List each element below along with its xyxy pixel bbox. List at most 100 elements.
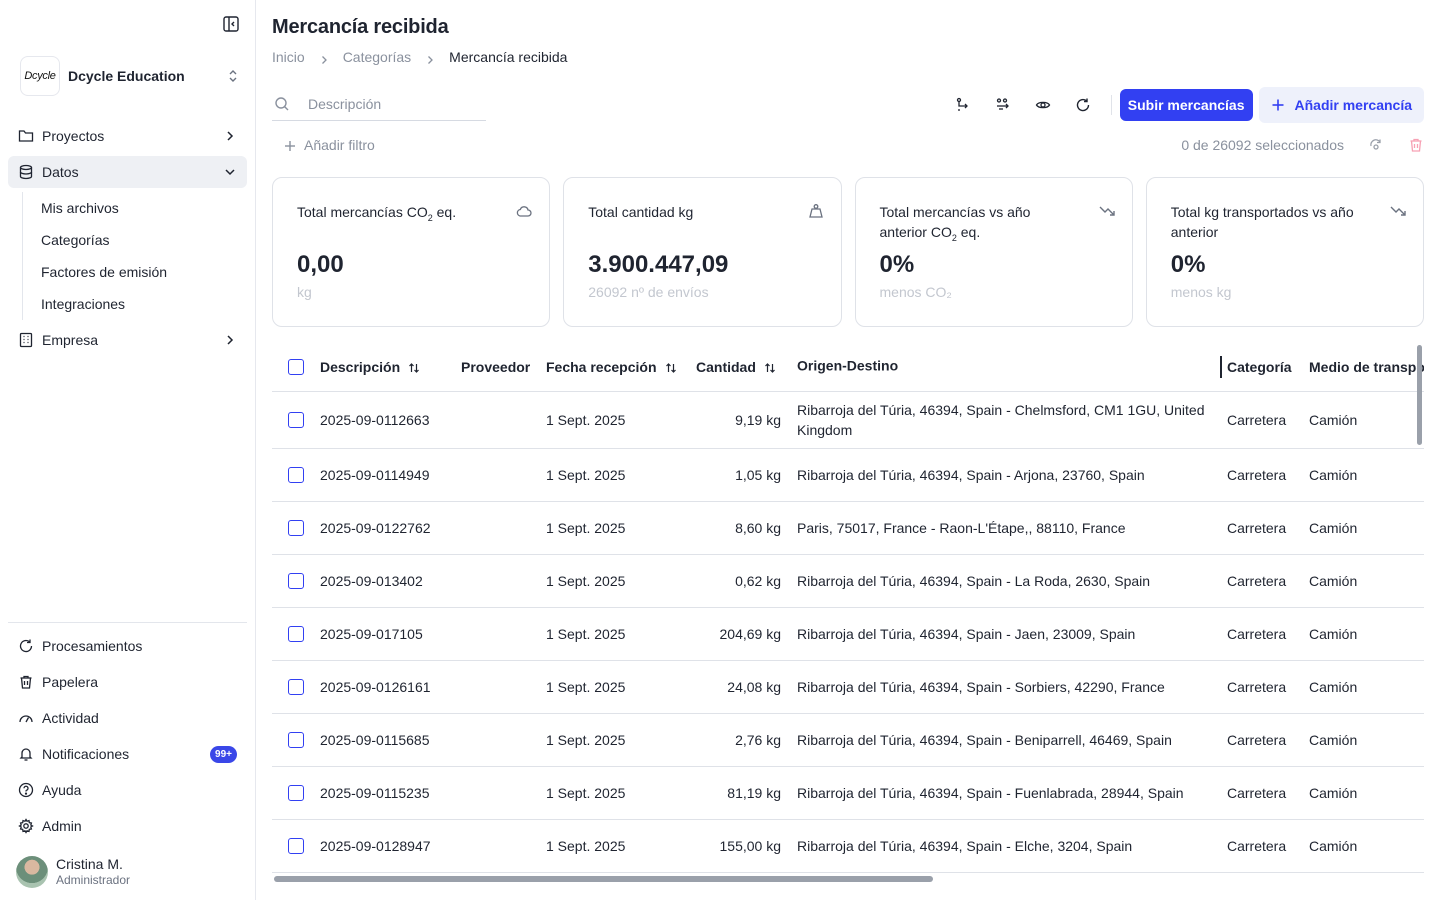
table-row[interactable]: 2025-09-0114949 1 Sept. 2025 1,05 kg Ribarr… bbox=[272, 448, 1424, 502]
add-goods-button[interactable]: Añadir mercancía bbox=[1258, 87, 1424, 123]
row-checkbox[interactable] bbox=[288, 679, 304, 696]
recalculate-icon[interactable] bbox=[1368, 137, 1384, 153]
sidebar-item-procesamientos[interactable]: Procesamientos bbox=[8, 630, 247, 662]
sidebar-item-proyectos[interactable]: Proyectos bbox=[8, 120, 247, 152]
cell-medio: Camión bbox=[1309, 819, 1424, 873]
card-value: 0% bbox=[879, 251, 915, 278]
cell-medio: Camión bbox=[1309, 660, 1424, 714]
sidebar-item-ayuda[interactable]: Ayuda bbox=[8, 774, 247, 806]
weight-icon bbox=[807, 202, 825, 220]
flow-icon[interactable] bbox=[947, 89, 979, 121]
sidebar-subitem-integraciones[interactable]: Integraciones bbox=[41, 296, 126, 312]
sidebar-item-notificaciones[interactable]: Notificaciones 99+ bbox=[8, 738, 247, 770]
cell-medio: Camión bbox=[1309, 391, 1424, 449]
add-goods-label: Añadir mercancía bbox=[1294, 97, 1413, 113]
column-header-descripcion[interactable]: Descripción bbox=[320, 343, 461, 392]
bulk-edit-icon[interactable] bbox=[987, 89, 1019, 121]
page-title: Mercancía recibida bbox=[272, 16, 449, 38]
folder-icon bbox=[18, 128, 34, 144]
upload-goods-button[interactable]: Subir mercancías bbox=[1119, 89, 1253, 121]
cell-select bbox=[272, 501, 320, 555]
cell-origen-destino: Ribarroja del Túria, 46394, Spain - Fuen… bbox=[797, 766, 1227, 820]
org-switcher[interactable]: Dcycle Dcycle Education bbox=[20, 56, 240, 96]
sidebar-subitem-categorias[interactable]: Categorías bbox=[41, 232, 110, 248]
row-checkbox[interactable] bbox=[288, 573, 304, 590]
selection-count: 0 de 26092 seleccionados bbox=[1181, 137, 1344, 153]
cell-fecha: 1 Sept. 2025 bbox=[546, 448, 696, 502]
cell-proveedor bbox=[461, 819, 546, 873]
plus-icon bbox=[1271, 98, 1285, 112]
row-checkbox[interactable] bbox=[288, 467, 304, 484]
column-header-medio[interactable]: Medio de transporte bbox=[1309, 343, 1424, 392]
sidebar-item-papelera[interactable]: Papelera bbox=[8, 666, 247, 698]
cell-cantidad: 24,08 kg bbox=[696, 660, 797, 714]
trash-icon[interactable] bbox=[1408, 137, 1424, 153]
card-title: Total mercancías CO2 eq. bbox=[297, 204, 457, 223]
table-row[interactable]: 2025-09-0128947 1 Sept. 2025 155,00 kg Riba… bbox=[272, 819, 1424, 873]
card-subtitle: menos CO₂ bbox=[879, 284, 952, 300]
cell-cantidad: 8,60 kg bbox=[696, 501, 797, 555]
column-resize-handle[interactable] bbox=[1220, 355, 1223, 378]
search-box bbox=[272, 88, 486, 121]
help-icon bbox=[18, 782, 34, 798]
sidebar-item-empresa[interactable]: Empresa bbox=[8, 324, 247, 356]
sidebar-item-label: Empresa bbox=[42, 332, 99, 348]
eye-icon[interactable] bbox=[1027, 89, 1059, 121]
kpi-card-co2-vs-last-year: Total mercancías vs año anterior CO2 eq.… bbox=[854, 177, 1133, 327]
breadcrumb-inicio[interactable]: Inicio bbox=[272, 49, 305, 65]
add-filter-button[interactable]: Añadir filtro bbox=[284, 137, 375, 153]
cell-cantidad: 204,69 kg bbox=[696, 607, 797, 661]
cell-fecha: 1 Sept. 2025 bbox=[546, 660, 696, 714]
cell-cantidad: 81,19 kg bbox=[696, 766, 797, 820]
vertical-scrollbar[interactable] bbox=[1417, 345, 1422, 445]
cell-fecha: 1 Sept. 2025 bbox=[546, 819, 696, 873]
sidebar-subitem-mis-archivos[interactable]: Mis archivos bbox=[41, 200, 119, 216]
kpi-card-co2: Total mercancías CO2 eq. 0,00 kg bbox=[272, 177, 551, 327]
row-checkbox[interactable] bbox=[288, 732, 304, 749]
column-header-proveedor[interactable]: Proveedor bbox=[461, 343, 546, 392]
table-row[interactable]: 2025-09-0126161 1 Sept. 2025 24,08 kg Ribar… bbox=[272, 660, 1424, 714]
sidebar-item-datos[interactable]: Datos bbox=[8, 156, 247, 188]
user-profile[interactable]: Cristina M. Administrador bbox=[16, 856, 130, 888]
sidebar-item-label: Procesamientos bbox=[42, 638, 143, 654]
table-row[interactable]: 2025-09-0122762 1 Sept. 2025 8,60 kg Paris,… bbox=[272, 501, 1424, 555]
search-input[interactable] bbox=[308, 96, 468, 112]
table-row[interactable]: 2025-09-0115235 1 Sept. 2025 81,19 kg Ribar… bbox=[272, 766, 1424, 820]
cell-descripcion: 2025-09-0122762 bbox=[320, 501, 461, 555]
sidebar-divider bbox=[8, 622, 247, 623]
row-checkbox[interactable] bbox=[288, 626, 304, 643]
table-row[interactable]: 2025-09-0115685 1 Sept. 2025 2,76 kg Ribarr… bbox=[272, 713, 1424, 767]
card-subtitle: menos kg bbox=[1170, 284, 1232, 300]
select-all-checkbox[interactable] bbox=[288, 359, 304, 376]
row-checkbox[interactable] bbox=[288, 785, 304, 802]
sort-icon bbox=[764, 363, 775, 373]
chevron-right-icon bbox=[223, 129, 237, 143]
table-row[interactable]: 2025-09-017105 1 Sept. 2025 204,69 kg Ribar… bbox=[272, 607, 1424, 661]
cell-descripcion: 2025-09-0126161 bbox=[320, 660, 461, 714]
table-row[interactable]: 2025-09-013402 1 Sept. 2025 0,62 kg Ribarro… bbox=[272, 554, 1424, 608]
card-value: 0,00 bbox=[297, 251, 344, 278]
refresh-icon[interactable] bbox=[1067, 89, 1099, 121]
sidebar-collapse-icon[interactable] bbox=[222, 15, 240, 33]
horizontal-scrollbar[interactable] bbox=[274, 876, 933, 882]
column-header-categoria[interactable]: Categoría bbox=[1227, 343, 1309, 392]
main-content: Mercancía recibida Inicio Categorías Mer… bbox=[256, 0, 1440, 900]
cell-descripcion: 2025-09-013402 bbox=[320, 554, 461, 608]
refresh-icon bbox=[18, 638, 34, 654]
card-subtitle: 26092 nº de envíos bbox=[588, 284, 709, 300]
row-checkbox[interactable] bbox=[288, 838, 304, 855]
sidebar-item-admin[interactable]: Admin bbox=[8, 810, 247, 842]
sidebar-item-actividad[interactable]: Actividad bbox=[8, 702, 247, 734]
column-header-cantidad[interactable]: Cantidad bbox=[696, 343, 797, 392]
column-header-origen-destino[interactable]: Origen-Destino bbox=[797, 343, 1227, 392]
sidebar-item-label: Notificaciones bbox=[42, 746, 130, 762]
breadcrumb-categorias[interactable]: Categorías bbox=[342, 49, 412, 65]
column-header-fecha[interactable]: Fecha recepción bbox=[546, 343, 696, 392]
table-row[interactable]: 2025-09-0112663 1 Sept. 2025 9,19 kg Ribarr… bbox=[272, 391, 1424, 449]
row-checkbox[interactable] bbox=[288, 412, 304, 429]
cell-origen-destino: Ribarroja del Túria, 46394, Spain - Jaen… bbox=[797, 607, 1227, 661]
user-role: Administrador bbox=[56, 873, 131, 887]
sidebar-subitem-factores[interactable]: Factores de emisión bbox=[41, 264, 168, 280]
row-checkbox[interactable] bbox=[288, 520, 304, 537]
cell-cantidad: 9,19 kg bbox=[696, 391, 797, 449]
